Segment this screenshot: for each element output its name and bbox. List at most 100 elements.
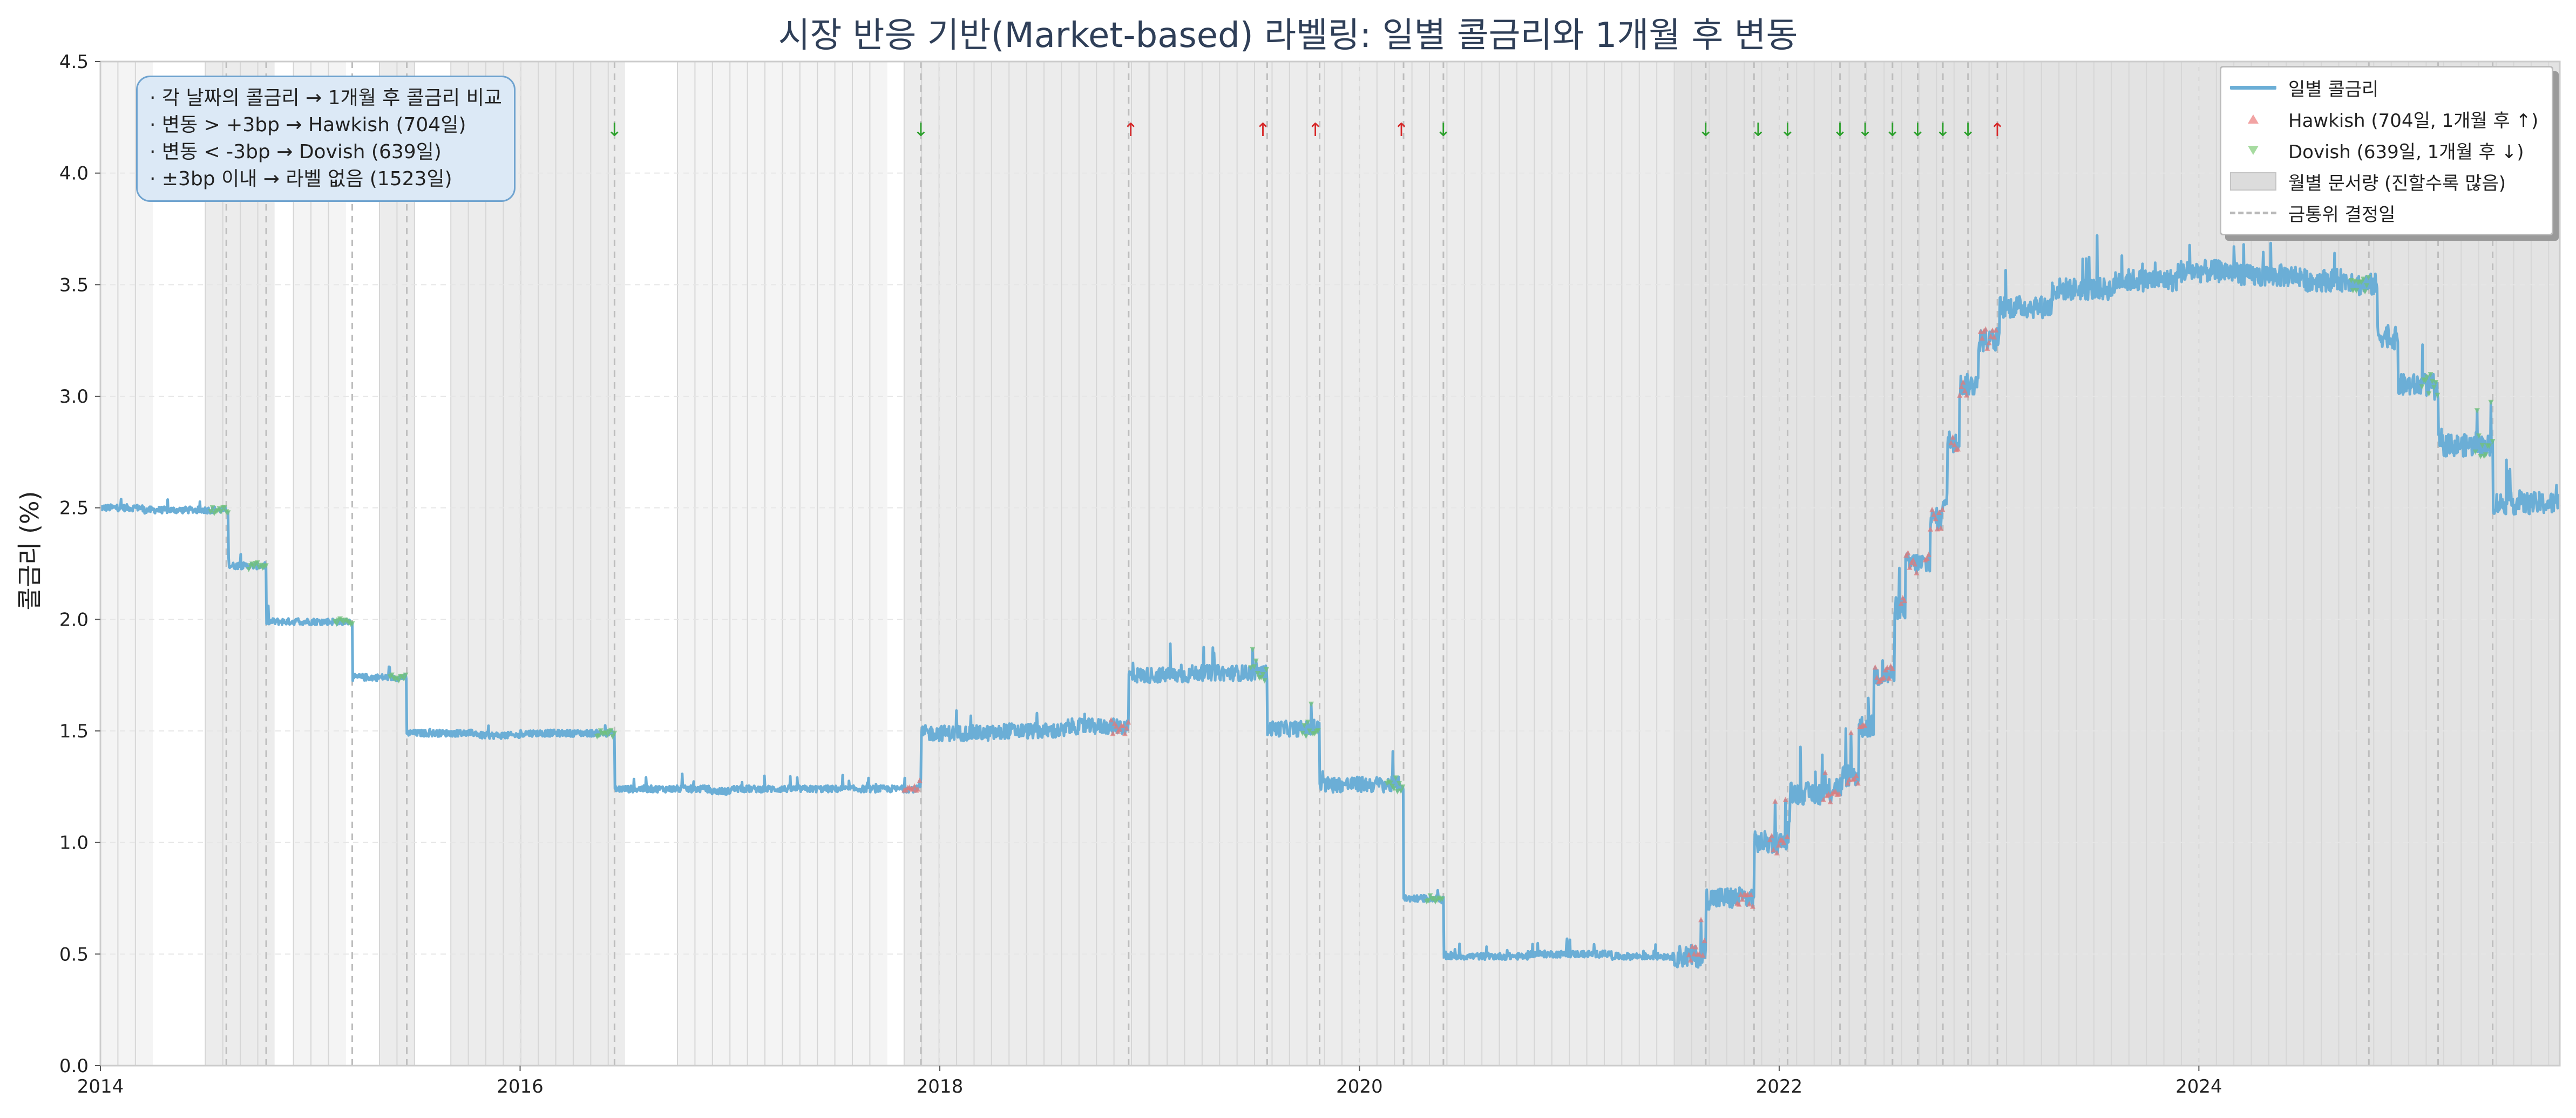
hawkish-point — [1827, 798, 1833, 804]
dovish-point — [2476, 433, 2482, 439]
hawkish-point — [1957, 392, 1963, 398]
dovish-point — [209, 505, 215, 511]
dovish-point — [2419, 384, 2425, 390]
legend-entry-rate: 일별 콜금리 — [2229, 72, 2544, 103]
dovish-point — [389, 672, 395, 678]
hawkish-point — [1691, 951, 1697, 957]
hawkish-point — [1736, 901, 1742, 907]
dovish-point — [1394, 789, 1400, 795]
hawkish-point — [1912, 561, 1918, 567]
dovish-point — [2424, 374, 2430, 380]
dovish-point — [1263, 667, 1269, 673]
hawkish-point — [1931, 511, 1937, 517]
dovish-point — [2360, 276, 2366, 282]
hawkish-point — [1881, 674, 1887, 680]
decision-arrow: ↑ — [1255, 119, 1271, 141]
x-tick-label: 2016 — [497, 1076, 544, 1097]
decision-arrow: ↓ — [1910, 119, 1926, 141]
dovish-point — [403, 672, 409, 678]
y-tick-label: 1.5 — [59, 721, 89, 742]
hawkish-point — [1784, 834, 1790, 839]
method-annotation: · 각 날짜의 콜금리 → 1개월 후 콜금리 비교 · 변동 > +3bp →… — [136, 76, 516, 202]
hawkish-point — [1958, 383, 1964, 389]
hawkish-point — [1984, 345, 1990, 351]
decision-arrow: ↓ — [1780, 119, 1795, 141]
dovish-point — [1255, 670, 1260, 676]
hawkish-point — [1889, 666, 1895, 672]
dovish-point — [222, 505, 228, 511]
dovish-point — [401, 676, 407, 682]
hawkish-point — [1955, 446, 1961, 452]
hawkish-point — [1126, 719, 1131, 725]
volume-band — [293, 62, 346, 1066]
hawkish-point — [1979, 335, 1985, 341]
dovish-point — [2433, 380, 2439, 385]
annotation-line: · 변동 < -3bp → Dovish (639일) — [150, 141, 442, 163]
dovish-point — [1306, 728, 1312, 734]
hawkish-point — [1983, 326, 1989, 332]
hawkish-point — [1855, 780, 1861, 786]
dovish-point — [218, 509, 224, 515]
dovish-point — [612, 730, 618, 736]
y-tick-label: 1.0 — [59, 832, 89, 854]
hawkish-point — [1929, 506, 1935, 512]
hawkish-point — [1117, 726, 1123, 732]
hawkish-point — [1951, 442, 1957, 448]
dovish-point — [1427, 893, 1433, 899]
dovish-point — [1253, 658, 1259, 664]
dashed-line-icon — [2229, 202, 2277, 223]
chart-legend: 일별 콜금리 Hawkish (704일, 1개월 후 ↑) Dovish (6… — [2220, 66, 2553, 235]
decision-arrow: ↑ — [1308, 119, 1324, 141]
dovish-point — [208, 509, 214, 515]
hawkish-point — [1822, 769, 1828, 775]
hawkish-point — [1933, 516, 1938, 521]
hawkish-point — [1120, 722, 1126, 728]
x-tick-label: 2022 — [1756, 1076, 1803, 1097]
legend-label: 금통위 결정일 — [2288, 204, 2396, 226]
dovish-point — [596, 733, 602, 739]
hawkish-point — [1884, 665, 1890, 670]
dovish-point — [1391, 786, 1397, 792]
dovish-point — [2472, 449, 2478, 455]
hawkish-point — [1852, 775, 1858, 781]
volume-band — [100, 62, 153, 1066]
hawkish-point — [1701, 938, 1707, 944]
dovish-point — [1315, 728, 1321, 734]
hawkish-point — [1836, 791, 1842, 797]
decision-arrow: ↓ — [1935, 119, 1951, 141]
decision-arrow: ↓ — [1885, 119, 1901, 141]
hawkish-point — [1874, 674, 1880, 680]
annotation-line: · 각 날짜의 콜금리 → 1개월 후 콜금리 비교 — [150, 87, 502, 109]
dovish-point — [2431, 384, 2437, 390]
decision-arrow: ↑ — [1990, 119, 2005, 141]
decision-arrow: ↓ — [1961, 119, 1976, 141]
hawkish-point — [917, 777, 923, 783]
dovish-point — [396, 678, 402, 684]
hawkish-point — [1696, 951, 1702, 957]
hawkish-point — [1686, 952, 1692, 958]
hawkish-point — [912, 783, 918, 789]
x-tick-label: 2020 — [1336, 1076, 1383, 1097]
hawkish-point — [1950, 434, 1956, 440]
dovish-point — [1308, 701, 1314, 707]
hawkish-point — [1948, 440, 1954, 446]
dovish-point — [225, 510, 231, 516]
hawkish-point — [1113, 723, 1119, 729]
decision-arrow: ↑ — [1394, 119, 1409, 141]
legend-entry-dovish: Dovish (639일, 1개월 후 ↓) — [2229, 134, 2544, 166]
dovish-point — [216, 506, 222, 512]
dovish-point — [2490, 439, 2496, 445]
y-tick-label: 2.0 — [59, 609, 89, 631]
hawkish-point — [1928, 526, 1934, 532]
dovish-point — [1439, 896, 1445, 902]
hawkish-point — [1907, 564, 1913, 570]
plot-frame — [99, 60, 2561, 1067]
y-tick-label: 3.0 — [59, 386, 89, 408]
y-tick-label: 2.5 — [59, 498, 89, 519]
dovish-point — [2365, 275, 2371, 281]
decision-arrow: ↓ — [1698, 119, 1714, 141]
hawkish-point — [1820, 797, 1826, 803]
dovish-point — [2354, 288, 2360, 294]
hawkish-point — [1862, 722, 1868, 728]
